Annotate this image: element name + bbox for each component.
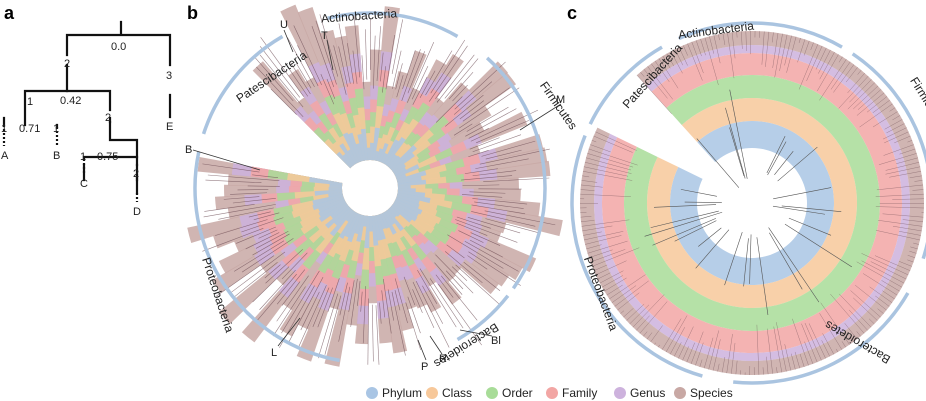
leaf-label: B bbox=[53, 150, 60, 162]
panel-c-ring-tree bbox=[579, 31, 925, 376]
phylum-arc bbox=[851, 52, 926, 260]
marker-l: L bbox=[271, 347, 277, 359]
legend-label-species: Species bbox=[690, 386, 733, 400]
node-value: 0.75 bbox=[97, 151, 118, 163]
panel-a-tree bbox=[2, 20, 172, 202]
node-value: 1 bbox=[27, 96, 33, 108]
node-value: 1 bbox=[80, 151, 86, 163]
node-value-root: 0.0 bbox=[111, 41, 126, 53]
panel-c-phylum-arcs bbox=[570, 21, 926, 385]
phylum-arc bbox=[193, 151, 340, 363]
panel-a-leaves: A B C D E bbox=[1, 121, 173, 218]
legend-label-family: Family bbox=[562, 386, 597, 400]
marker-b: B bbox=[185, 144, 192, 156]
marker-u: U bbox=[280, 19, 288, 31]
panel-c-label: c bbox=[567, 3, 577, 23]
node-value: 0.42 bbox=[60, 95, 81, 107]
phylum-arc bbox=[588, 45, 663, 125]
legend-swatch-class bbox=[426, 387, 438, 399]
panel-b-label: b bbox=[187, 3, 198, 23]
leaf-label: E bbox=[166, 121, 173, 133]
node-value: 1 bbox=[53, 123, 59, 135]
node-value: 2 bbox=[64, 58, 70, 70]
legend-swatch-genus bbox=[614, 387, 626, 399]
legend-swatch-order bbox=[486, 387, 498, 399]
species-branches bbox=[579, 31, 925, 375]
panel-b: b Actinobacteria Firmicutes Patescibacte… bbox=[185, 3, 580, 373]
node-value: 2 bbox=[105, 112, 111, 124]
panel-c: c Actinobacteria Firmicutes Patescibacte… bbox=[567, 3, 926, 385]
marker-p: P bbox=[421, 361, 428, 373]
phylum-label-firmicutes: Firmicutes bbox=[907, 74, 926, 128]
phylum-arc bbox=[733, 292, 910, 385]
phylum-arc bbox=[327, 11, 459, 38]
legend: Phylum Class Order Family Genus Species bbox=[366, 386, 733, 400]
ring-phylum bbox=[309, 127, 431, 249]
ring-species bbox=[187, 4, 563, 367]
phylum-arc bbox=[456, 294, 510, 342]
phylum-arc bbox=[678, 21, 843, 49]
panel-a-label: a bbox=[4, 3, 15, 23]
node-value: 0.71 bbox=[19, 123, 40, 135]
legend-swatch-species bbox=[674, 387, 686, 399]
marker-m: M bbox=[556, 94, 565, 106]
ring-phylum bbox=[670, 120, 834, 285]
phylum-arc bbox=[201, 34, 284, 135]
leaf-label: D bbox=[133, 206, 141, 218]
panel-a: a 0.0 2 3 1 0.42 2 1 0.71 1 1 0.75 2 A B… bbox=[1, 3, 173, 218]
panel-b-markers: U T M B L P R Bl bbox=[185, 19, 565, 373]
phylum-label-actinobacteria: Actinobacteria bbox=[321, 6, 398, 25]
leaf-label: A bbox=[1, 150, 9, 162]
marker-bl: Bl bbox=[491, 335, 501, 347]
leaf-label: C bbox=[80, 178, 88, 190]
legend-label-phylum: Phylum bbox=[382, 386, 422, 400]
panel-b-ring-tree bbox=[187, 4, 563, 367]
backbone-branches bbox=[644, 89, 852, 315]
phylum-arc bbox=[570, 134, 703, 378]
legend-label-order: Order bbox=[502, 386, 533, 400]
marker-r: R bbox=[439, 353, 447, 365]
legend-label-class: Class bbox=[442, 386, 472, 400]
legend-label-genus: Genus bbox=[630, 386, 665, 400]
panel-a-node-values: 0.0 2 3 1 0.42 2 1 0.71 1 1 0.75 2 bbox=[1, 41, 172, 180]
node-value: 1 bbox=[1, 123, 7, 135]
legend-swatch-phylum bbox=[366, 387, 378, 399]
marker-t: T bbox=[321, 30, 328, 42]
legend-swatch-family bbox=[546, 387, 558, 399]
node-value: 3 bbox=[166, 70, 172, 82]
panel-b-phylum-arcs bbox=[193, 11, 547, 363]
phylum-arc bbox=[485, 56, 547, 290]
node-value: 2 bbox=[133, 168, 139, 180]
